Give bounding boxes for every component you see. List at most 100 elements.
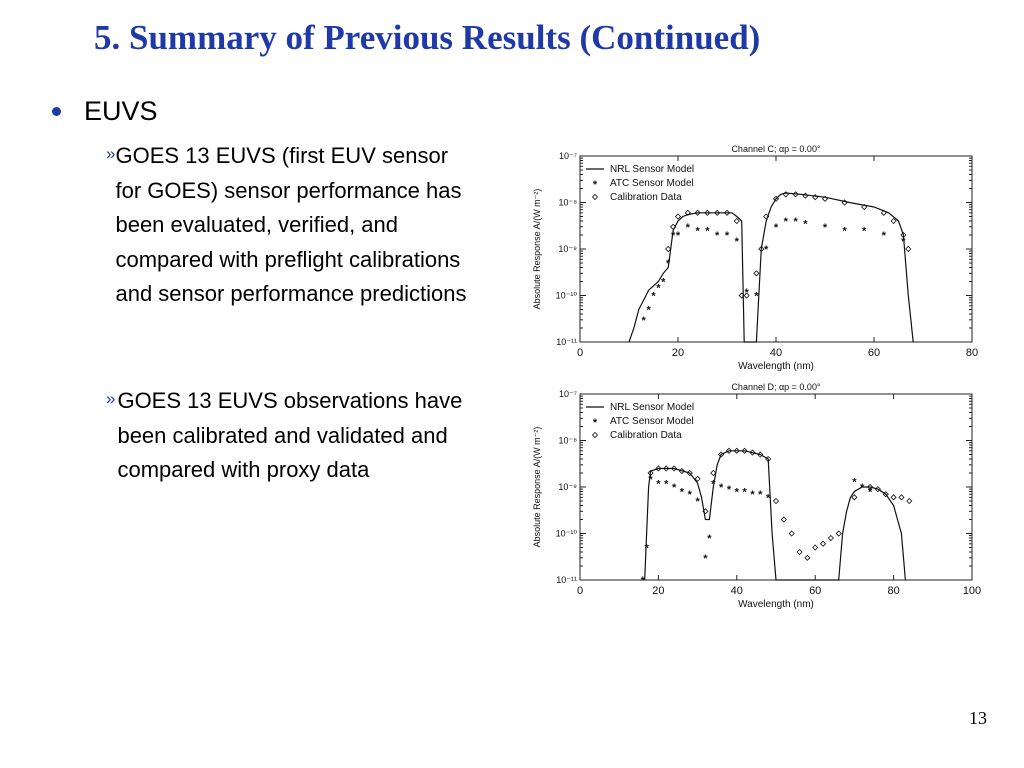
x-tick-label: 0 (577, 585, 583, 597)
y-tick-label: 10⁻¹⁰ (556, 291, 578, 301)
data-point-calibration (812, 194, 819, 201)
data-point-calibration (861, 203, 868, 211)
data-point-calibration (749, 449, 756, 456)
x-tick-label: 0 (577, 347, 583, 359)
data-point-calibration (905, 245, 912, 253)
data-point-atc: * (656, 478, 661, 490)
data-point-atc: * (750, 489, 755, 501)
x-tick-label: 40 (770, 347, 782, 359)
data-point-calibration (665, 245, 672, 253)
data-point-calibration (725, 447, 733, 454)
data-point-atc: * (842, 225, 847, 237)
data-point-atc: * (784, 216, 789, 228)
data-point-calibration (733, 217, 740, 225)
data-point-calibration (678, 468, 685, 475)
data-point-calibration (647, 469, 654, 477)
data-point-calibration (812, 544, 819, 551)
y-axis-label: Absolute Response A/(W m⁻²) (532, 189, 542, 310)
data-point-calibration (796, 548, 803, 556)
slide-title: 5. Summary of Previous Results (Continue… (94, 18, 761, 57)
data-point-calibration (671, 465, 678, 472)
data-point-calibration (758, 245, 765, 253)
data-point-atc: * (648, 474, 653, 486)
data-point-calibration (792, 191, 799, 198)
data-point-calibration (663, 465, 670, 472)
y-tick-label: 10⁻¹¹ (556, 575, 577, 585)
data-point-calibration (694, 475, 701, 482)
data-point-calibration (882, 491, 889, 498)
legend-swatch-diamond (591, 193, 599, 201)
data-point-calibration (753, 270, 760, 277)
data-point-atc: * (672, 482, 677, 494)
sub-bullet-text: GOES 13 EUVS (first EUV sensor for GOES)… (115, 143, 467, 306)
data-point-atc: * (644, 542, 649, 554)
chart-channel-d: Channel D; αp = 0.00° 0 20 40 60 80 100 Wavelen… (520, 380, 982, 618)
chart-channel-c-svg: Channel C; αp = 0.00° 0 20 40 60 80 Wavelength… (532, 144, 978, 372)
legend-swatch-star: * (593, 179, 598, 191)
data-point-calibration (765, 455, 772, 463)
data-point-calibration (704, 209, 711, 216)
legend-label: NRL Sensor Model (610, 164, 694, 175)
data-point-atc: * (823, 222, 828, 234)
y-tick-label: 10⁻⁸ (558, 198, 577, 208)
data-point-atc: * (860, 482, 865, 494)
data-point-atc: * (676, 230, 681, 242)
x-tick-label: 80 (966, 347, 978, 359)
sub-bullet-1: » GOES 13 EUVS (first EUV sensor for GOE… (106, 139, 476, 312)
data-point-calibration (702, 508, 709, 515)
x-tick-label: 80 (887, 585, 899, 597)
data-point-atc: * (686, 222, 691, 234)
chart-channel-d-svg: Channel D; αp = 0.00° 0 20 40 60 80 100 Wavelen… (532, 382, 981, 610)
series-line-nrl (628, 192, 914, 343)
data-point-calibration (694, 209, 701, 216)
data-point-calibration (674, 213, 682, 220)
data-point-calibration (772, 195, 780, 202)
bullet-dot-icon (52, 107, 61, 116)
chart-title: Channel D; αp = 0.00° (731, 382, 821, 392)
data-point-calibration (738, 292, 745, 299)
data-point-atc: * (651, 291, 656, 303)
data-point-atc: * (901, 236, 906, 248)
data-point-atc: * (703, 553, 708, 565)
data-point-atc: * (852, 477, 857, 489)
data-point-atc: * (715, 230, 720, 242)
y-tick-label: 10⁻⁷ (559, 389, 577, 399)
data-point-calibration (874, 486, 881, 493)
data-point-atc: * (754, 291, 759, 303)
data-point-calibration (763, 213, 770, 220)
y-tick-label: 10⁻⁸ (558, 436, 577, 446)
data-point-atc: * (656, 282, 661, 294)
data-point-calibration (780, 516, 787, 523)
x-axis-label: Wavelength (nm) (738, 599, 814, 610)
data-point-calibration (710, 469, 717, 477)
data-point-atc: * (727, 484, 732, 496)
page-number: 13 (969, 708, 987, 728)
y-tick-label: 10⁻¹⁰ (556, 529, 578, 539)
data-point-calibration (757, 451, 764, 458)
data-point-atc: * (661, 277, 666, 289)
y-tick-label: 10⁻⁷ (559, 151, 577, 161)
y-axis-label: Absolute Response A/(W m⁻²) (532, 427, 542, 548)
data-point-atc: * (664, 478, 669, 490)
data-point-atc: * (719, 482, 724, 494)
data-point-calibration (670, 223, 677, 230)
data-point-atc: * (666, 258, 671, 270)
data-point-calibration (782, 191, 789, 198)
data-point-calibration (655, 465, 662, 472)
legend-label: Calibration Data (610, 430, 682, 441)
legend-label: Calibration Data (610, 192, 682, 203)
data-point-atc: * (642, 315, 647, 327)
data-point-atc: * (735, 487, 740, 499)
data-point-calibration (741, 447, 748, 454)
data-point-atc: * (868, 487, 873, 499)
data-point-atc: * (707, 533, 712, 545)
x-tick-label: 60 (809, 585, 821, 597)
chart-title: Channel C; αp = 0.00° (731, 144, 821, 154)
data-point-calibration (867, 483, 874, 491)
data-point-atc: * (725, 230, 730, 242)
data-point-atc: * (641, 575, 646, 587)
x-tick-label: 20 (652, 585, 664, 597)
data-point-atc: * (793, 216, 798, 228)
sub-bullet-2: » GOES 13 EUVS observations have been ca… (106, 384, 476, 488)
legend-label: ATC Sensor Model (610, 416, 694, 427)
